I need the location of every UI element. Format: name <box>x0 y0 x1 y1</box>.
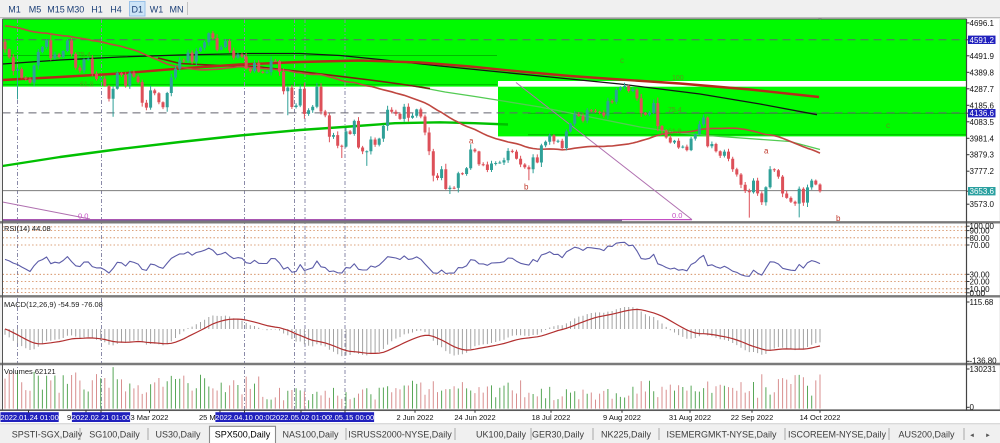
svg-text:a: a <box>764 147 769 156</box>
svg-text:4696.1: 4696.1 <box>970 19 995 28</box>
svg-text:►: ► <box>985 433 991 439</box>
svg-text:a: a <box>469 137 474 146</box>
svg-text:4185.6: 4185.6 <box>970 101 995 110</box>
svg-text:GER30,Daily: GER30,Daily <box>532 429 585 439</box>
svg-text:0: 0 <box>970 403 975 412</box>
svg-text:90.00: 90.00 <box>970 227 991 236</box>
svg-text:UK100,Daily: UK100,Daily <box>476 429 527 439</box>
svg-text:20.00: 20.00 <box>970 278 991 287</box>
svg-text:M1: M1 <box>8 4 21 14</box>
svg-text:4389.8: 4389.8 <box>970 68 995 77</box>
svg-text:0.0: 0.0 <box>78 211 88 220</box>
svg-text:◄: ◄ <box>969 433 975 439</box>
svg-text:NK225,Daily: NK225,Daily <box>601 429 652 439</box>
svg-text:M5: M5 <box>29 4 42 14</box>
svg-text:US30,Daily: US30,Daily <box>155 429 201 439</box>
svg-text:130231: 130231 <box>970 365 997 374</box>
svg-text:0.0: 0.0 <box>672 211 682 220</box>
svg-text:75.4: 75.4 <box>668 107 682 114</box>
svg-text:4491.9: 4491.9 <box>970 52 995 61</box>
svg-text:3777.2: 3777.2 <box>970 167 995 176</box>
svg-text:2 Jun 2022: 2 Jun 2022 <box>396 413 433 422</box>
svg-text:SPSTI-SGX,Daily: SPSTI-SGX,Daily <box>12 429 83 439</box>
svg-text:2022.01.24 01:00: 2022.01.24 01:00 <box>0 413 58 422</box>
svg-text:4136.6: 4136.6 <box>970 109 995 118</box>
svg-text:W1: W1 <box>150 4 164 14</box>
svg-text:70.00: 70.00 <box>970 241 991 250</box>
svg-text:10.00: 10.00 <box>970 285 991 294</box>
svg-text:H1: H1 <box>91 4 103 14</box>
svg-text:61.8: 61.8 <box>80 82 94 89</box>
svg-text:4287.7: 4287.7 <box>970 85 995 94</box>
svg-text:2022.04.10 00:00: 2022.04.10 00:00 <box>215 413 273 422</box>
svg-text:ISCOREEM-NYSE,Daily: ISCOREEM-NYSE,Daily <box>788 429 887 439</box>
svg-text:14 Oct 2022: 14 Oct 2022 <box>800 413 841 422</box>
svg-text:9 Aug 2022: 9 Aug 2022 <box>603 413 641 422</box>
svg-text:AUS200,Daily: AUS200,Daily <box>898 429 955 439</box>
svg-text:SPX500,Daily: SPX500,Daily <box>215 429 271 439</box>
svg-text:100: 100 <box>672 75 684 82</box>
svg-text:b: b <box>524 183 529 192</box>
svg-text:c: c <box>886 121 890 130</box>
svg-text:3653.6: 3653.6 <box>970 187 995 196</box>
svg-text:31 Aug 2022: 31 Aug 2022 <box>669 413 711 422</box>
svg-text:D1: D1 <box>132 4 144 14</box>
svg-text:M30: M30 <box>67 4 85 14</box>
svg-text:-136.80: -136.80 <box>970 357 998 366</box>
svg-text:75.4: 75.4 <box>77 52 91 59</box>
svg-text:ISEMERGMKT-NYSE,Daily: ISEMERGMKT-NYSE,Daily <box>666 429 777 439</box>
svg-text:NAS100,Daily: NAS100,Daily <box>282 429 339 439</box>
svg-text:b: b <box>836 214 841 223</box>
svg-text:22 Sep 2022: 22 Sep 2022 <box>731 413 774 422</box>
svg-text:115.68: 115.68 <box>970 298 994 307</box>
svg-text:SG100,Daily: SG100,Daily <box>89 429 140 439</box>
svg-text:3981.4: 3981.4 <box>970 134 995 143</box>
svg-text:3 Mar 2022: 3 Mar 2022 <box>131 413 169 422</box>
svg-text:24 Jun 2022: 24 Jun 2022 <box>454 413 495 422</box>
svg-text:4591.2: 4591.2 <box>970 36 995 45</box>
svg-text:2022.05.02 01:00: 2022.05.02 01:00 <box>272 413 330 422</box>
svg-text:18 Jul 2022: 18 Jul 2022 <box>532 413 571 422</box>
svg-text:0.00: 0.00 <box>970 289 986 298</box>
svg-text:RSI(14) 44.08: RSI(14) 44.08 <box>4 224 51 233</box>
svg-text:3879.3: 3879.3 <box>970 151 995 160</box>
svg-text:80.00: 80.00 <box>970 234 991 243</box>
svg-text:2022.05.15 00:00: 2022.05.15 00:00 <box>316 413 374 422</box>
svg-text:MACD(12,26,9) -54.59 -76.08: MACD(12,26,9) -54.59 -76.08 <box>4 300 103 309</box>
svg-text:ISRUSS2000-NYSE,Daily: ISRUSS2000-NYSE,Daily <box>348 429 452 439</box>
svg-text:H4: H4 <box>110 4 122 14</box>
svg-text:M15: M15 <box>47 4 65 14</box>
svg-text:4083.5: 4083.5 <box>970 118 995 127</box>
svg-text:100.00: 100.00 <box>970 222 995 231</box>
svg-text:30.00: 30.00 <box>970 270 991 279</box>
svg-text:2022.02.21 01:00: 2022.02.21 01:00 <box>72 413 130 422</box>
svg-text:Volumes 62121: Volumes 62121 <box>4 367 56 376</box>
svg-text:3573.0: 3573.0 <box>970 200 995 209</box>
svg-text:MN: MN <box>170 4 184 14</box>
svg-text:61.8: 61.8 <box>668 129 682 136</box>
svg-text:c: c <box>620 56 624 65</box>
